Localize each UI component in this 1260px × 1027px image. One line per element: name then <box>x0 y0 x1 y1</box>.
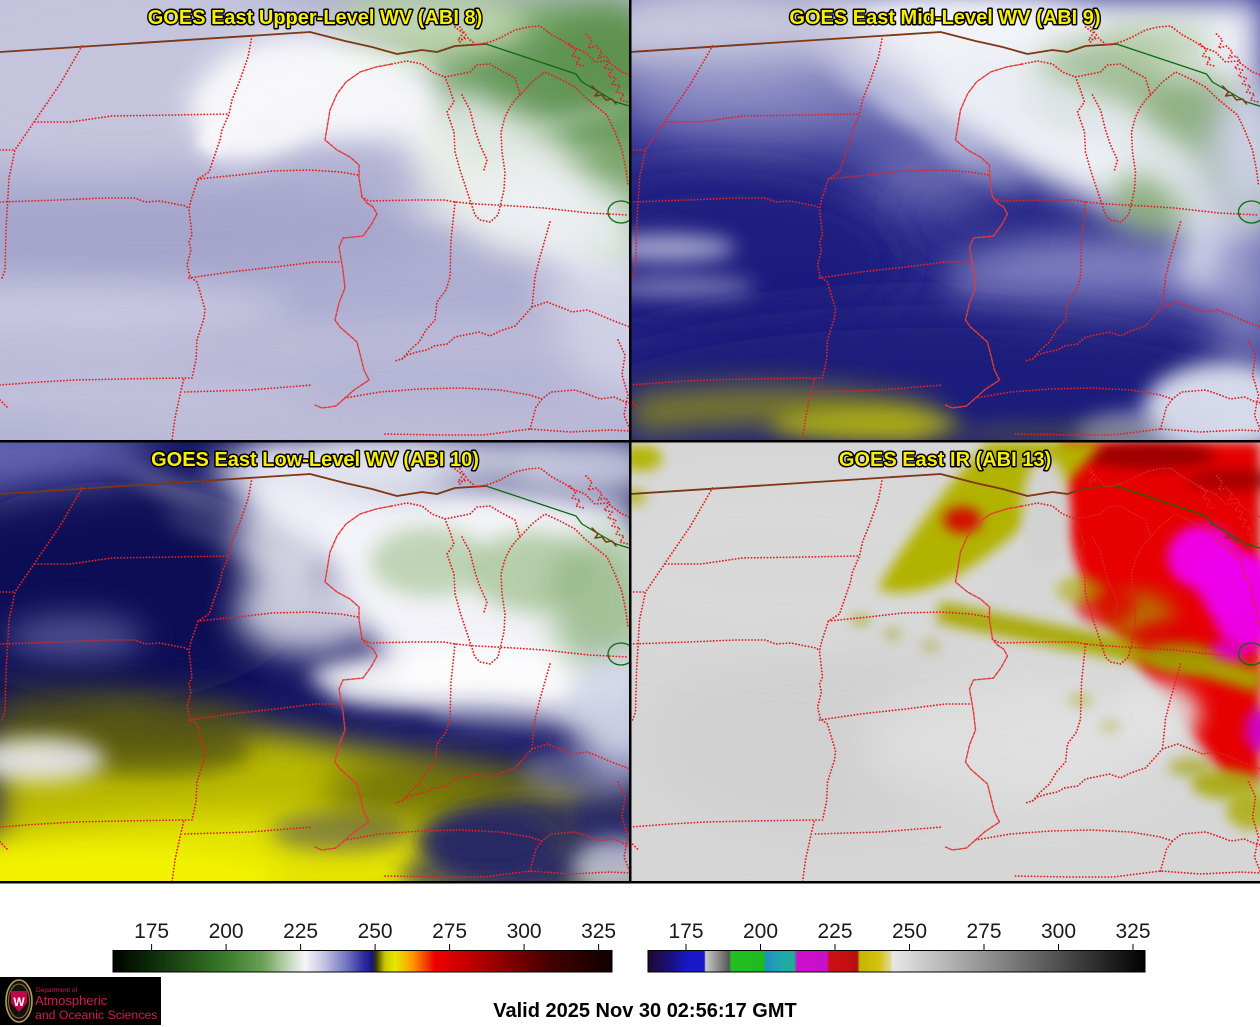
svg-text:225: 225 <box>283 920 318 943</box>
svg-text:Valid 2025 Nov 30 02:56:17 GMT: Valid 2025 Nov 30 02:56:17 GMT <box>493 1000 797 1022</box>
svg-text:W: W <box>13 995 25 1009</box>
svg-text:Department of: Department of <box>36 987 77 994</box>
svg-text:275: 275 <box>432 920 467 943</box>
svg-text:250: 250 <box>358 920 393 943</box>
svg-text:300: 300 <box>1041 920 1076 943</box>
svg-text:275: 275 <box>966 920 1001 943</box>
svg-text:Atmospheric: Atmospheric <box>35 993 108 1008</box>
svg-text:325: 325 <box>1115 920 1150 943</box>
svg-text:175: 175 <box>134 920 169 943</box>
svg-text:GOES East Mid-Level WV (ABI 9): GOES East Mid-Level WV (ABI 9) <box>789 7 1100 29</box>
svg-text:200: 200 <box>743 920 778 943</box>
svg-text:GOES East IR (ABI 13): GOES East IR (ABI 13) <box>839 449 1051 471</box>
svg-text:300: 300 <box>507 920 542 943</box>
svg-text:200: 200 <box>209 920 244 943</box>
svg-text:225: 225 <box>817 920 852 943</box>
svg-text:GOES East Low-Level WV (ABI 10: GOES East Low-Level WV (ABI 10) <box>151 449 479 471</box>
svg-text:325: 325 <box>581 920 616 943</box>
svg-text:175: 175 <box>668 920 703 943</box>
svg-text:250: 250 <box>892 920 927 943</box>
svg-text:and Oceanic Sciences: and Oceanic Sciences <box>35 1008 157 1022</box>
svg-text:GOES East Upper-Level WV (ABI: GOES East Upper-Level WV (ABI 8) <box>148 7 483 29</box>
